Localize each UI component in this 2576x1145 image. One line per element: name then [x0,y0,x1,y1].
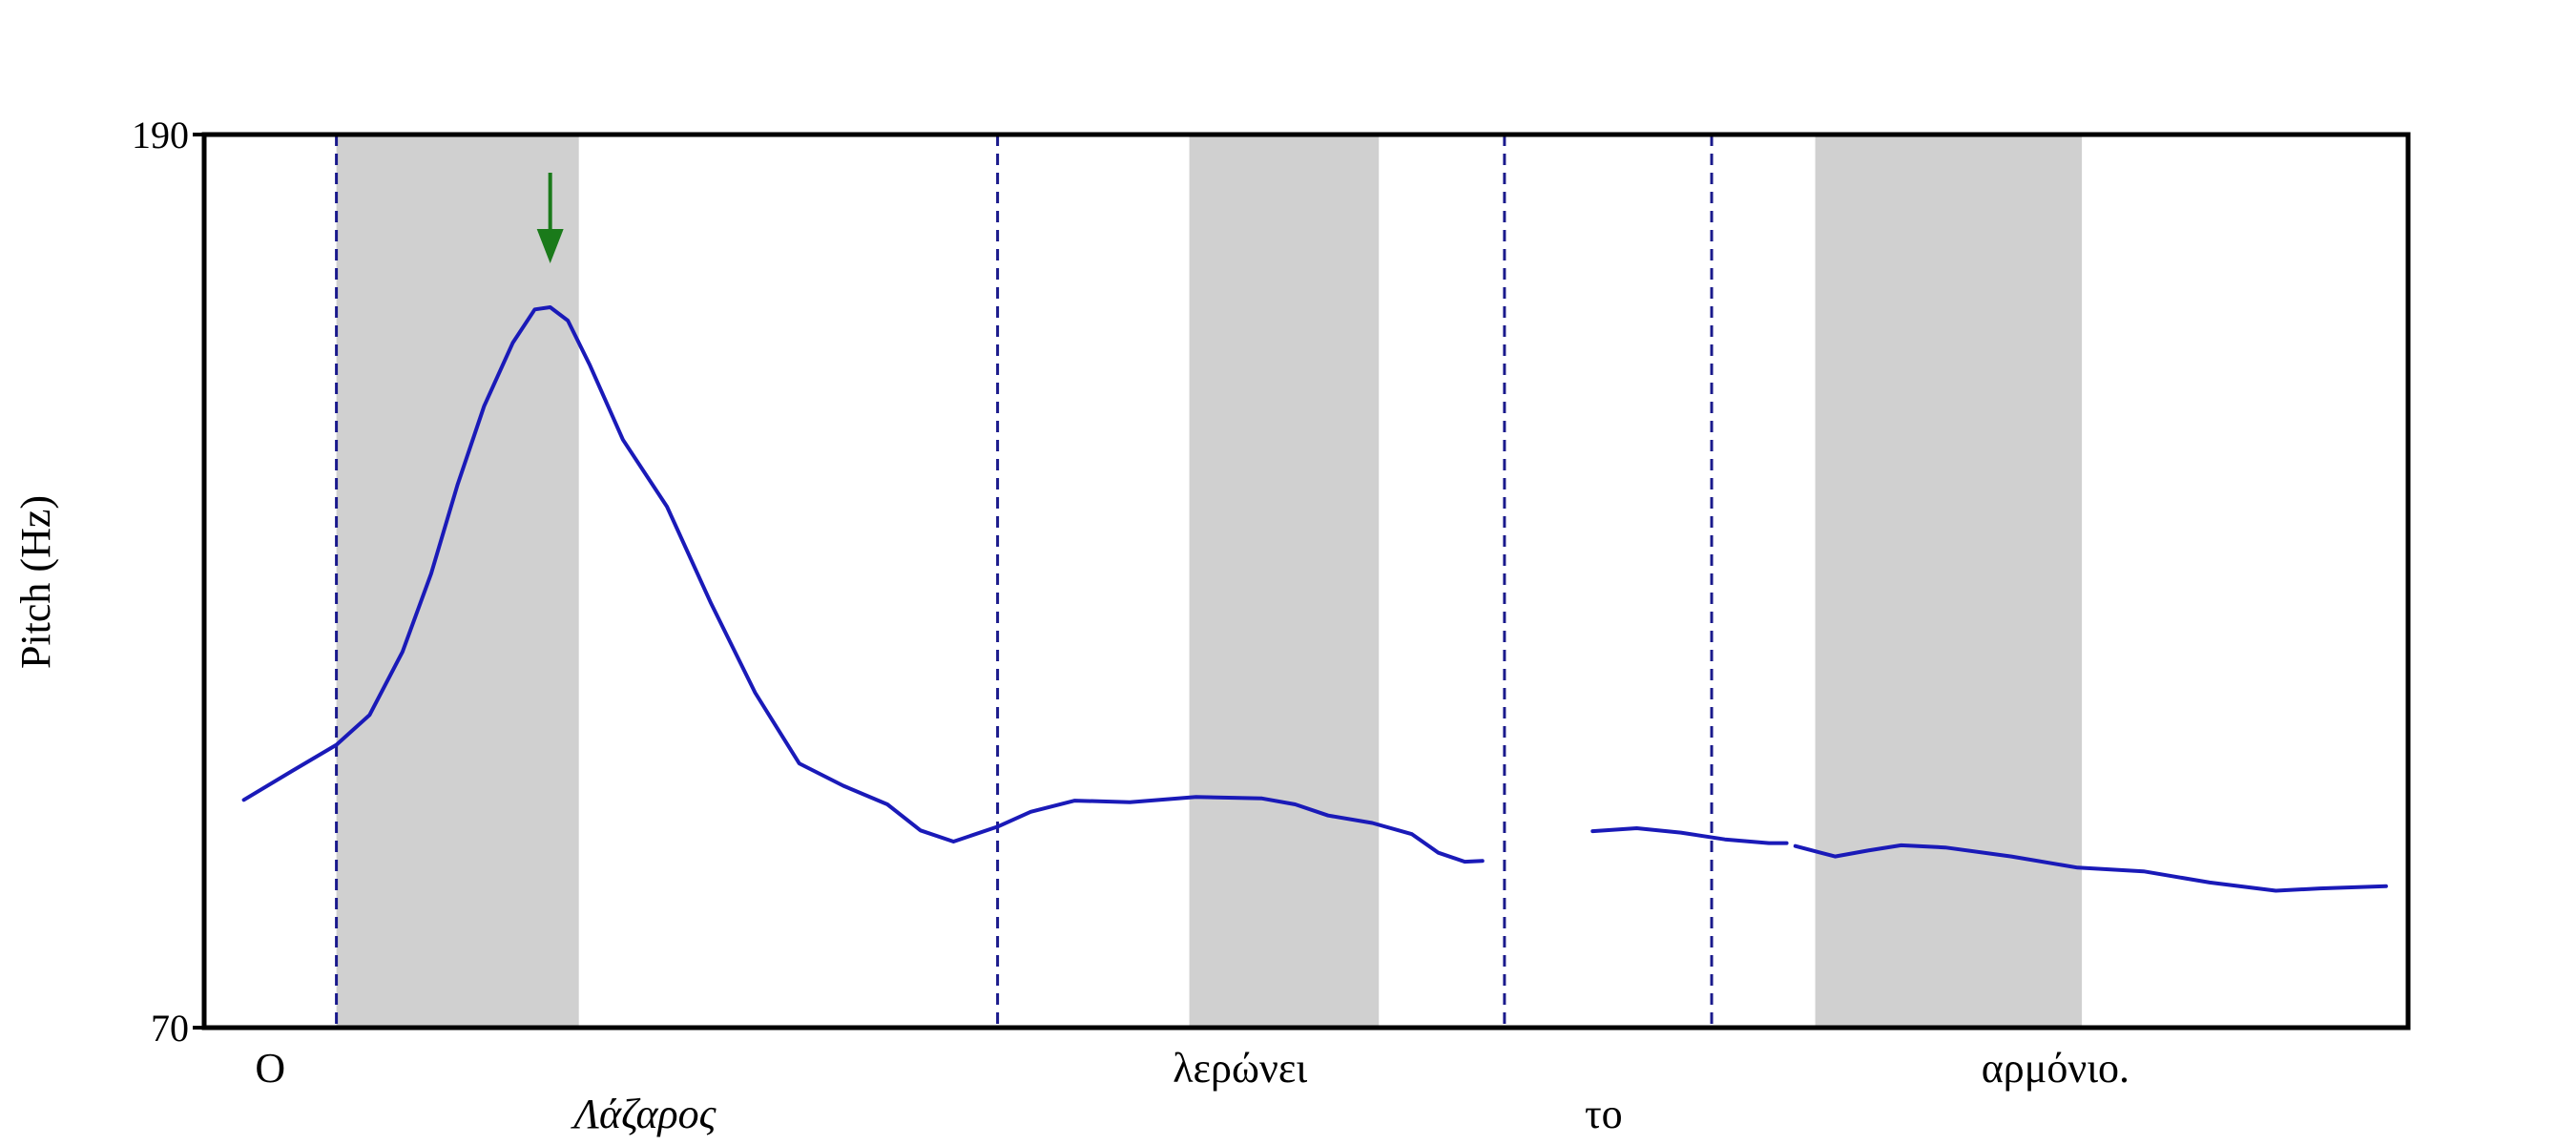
pitch-series [241,305,2388,893]
arrow-head [536,229,564,263]
plot-border [201,132,2411,1030]
peak-marker [536,173,564,263]
y-axis-label: Pitch (Hz) [12,495,59,669]
word-label: λερώνει [1173,1045,1307,1092]
word-label: Λάζαρος [570,1091,717,1137]
pitch-contour-segment [1590,826,1789,845]
plot-frame [201,132,2411,1030]
stressed-syllable-regions [336,135,2083,1028]
word-boundaries [335,135,1714,1028]
y-axis-ticks: 70 190 [132,114,204,1050]
stressed-region [1815,135,2083,1028]
pitch-contour-segment [1793,843,2388,893]
y-tick-label: 70 [151,1007,189,1050]
y-tick-label: 190 [132,114,189,156]
down-arrow-icon [536,173,564,263]
word-label: το [1585,1091,1623,1137]
word-label: αρμόνιο. [1982,1045,2129,1092]
stressed-region [336,135,579,1028]
stressed-region [1189,135,1380,1028]
word-labels: Ο Λάζαρος λερώνει το αρμόνιο. [255,1045,2129,1137]
word-label: Ο [255,1045,285,1092]
pitch-contour-segment [241,305,1485,864]
